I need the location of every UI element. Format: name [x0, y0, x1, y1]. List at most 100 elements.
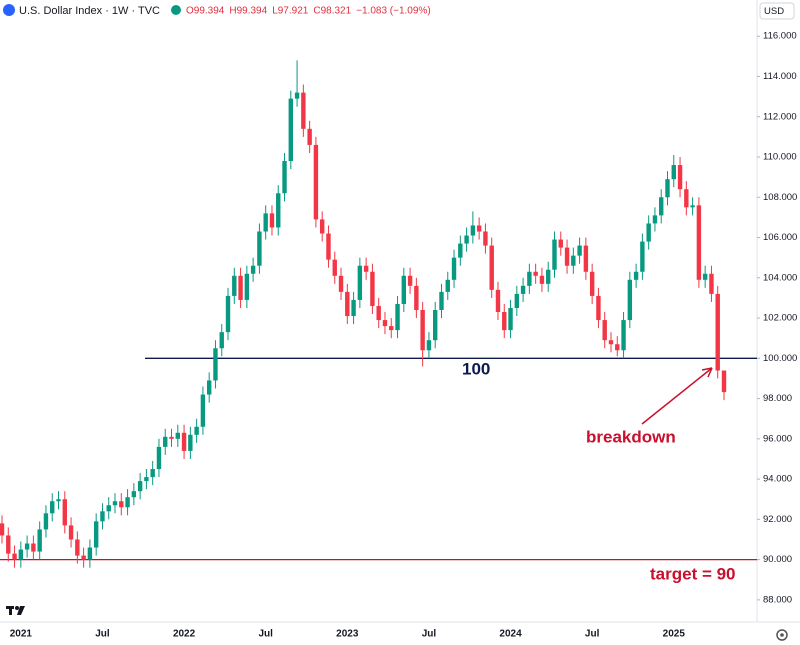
candle-body — [206, 380, 212, 395]
candle-body — [589, 271, 595, 296]
candle-body — [50, 501, 55, 514]
candle-body — [263, 213, 268, 232]
candle-body — [219, 332, 224, 349]
candle-body — [621, 320, 626, 351]
candle-body — [156, 446, 162, 470]
candle-body — [131, 491, 137, 498]
candle-body — [125, 497, 130, 508]
candle-body — [602, 320, 607, 341]
candle-body — [659, 197, 664, 216]
candle-body — [188, 434, 193, 451]
x-tick-label: Jul — [585, 629, 600, 640]
ohlc-legend: O99.394 H99.394 L97.921 C98.321 −1.083 (−1.0… — [186, 6, 431, 17]
chart-title: U.S. Dollar Index · 1W · TVC — [19, 5, 160, 17]
candle-body — [527, 271, 532, 286]
target-label: target = 90 — [650, 564, 736, 583]
y-tick-label: 104.000 — [763, 272, 797, 283]
candle-body — [558, 239, 563, 248]
candle-body — [106, 505, 111, 512]
currency-label[interactable]: USD — [764, 6, 784, 17]
candle-body — [351, 299, 356, 317]
candle-body — [533, 271, 538, 276]
x-tick-label: 2025 — [663, 629, 686, 640]
level-label: 100 — [462, 359, 490, 378]
x-tick-label: 2021 — [10, 629, 33, 640]
candle-body — [225, 295, 231, 333]
candle-body — [721, 370, 727, 393]
candle-body — [307, 128, 312, 145]
candle-body — [338, 275, 344, 292]
candle-body — [319, 219, 325, 234]
candle-body — [294, 92, 300, 99]
candle-body — [150, 469, 155, 478]
y-tick-label: 106.000 — [763, 232, 797, 243]
candle-body — [326, 233, 331, 260]
candle-body — [163, 436, 168, 447]
candle-body — [514, 293, 520, 308]
y-tick-label: 98.000 — [763, 393, 792, 404]
candle-body — [357, 265, 363, 300]
candle-body — [389, 326, 394, 331]
candle-body — [420, 310, 425, 351]
candle-body — [652, 215, 658, 224]
x-tick-label: Jul — [258, 629, 273, 640]
candle-body — [665, 179, 670, 198]
candle-body — [451, 257, 457, 280]
candle-body — [583, 245, 589, 272]
candle-body — [684, 189, 689, 208]
status-dot — [171, 5, 181, 15]
candle-body — [470, 225, 476, 236]
x-tick-label: Jul — [95, 629, 110, 640]
tv-logo — [6, 606, 25, 615]
candle-body — [546, 269, 551, 284]
candle-body — [715, 293, 720, 371]
currency-box[interactable] — [759, 2, 795, 20]
candle-body — [596, 295, 601, 321]
candle-body — [414, 285, 419, 310]
candle-body — [276, 193, 281, 228]
y-tick-label: 94.000 — [763, 474, 792, 485]
candle-body — [458, 243, 463, 258]
candle-body — [627, 279, 633, 321]
y-tick-label: 88.000 — [763, 594, 792, 605]
ohlc-value: O99.394 — [186, 6, 225, 17]
candle-body — [181, 432, 187, 451]
candle-body — [18, 549, 24, 560]
ohlc-value: H99.394 — [229, 6, 267, 17]
x-tick-label: 2024 — [499, 629, 522, 640]
candle-body — [257, 231, 262, 266]
candle-body — [577, 245, 582, 256]
candle-body — [502, 312, 507, 331]
symbol-icon — [3, 4, 15, 16]
candle-body — [702, 273, 708, 280]
candle-body — [100, 511, 105, 522]
candle-body — [112, 501, 118, 506]
candle-body — [646, 223, 651, 242]
candle-body — [370, 271, 375, 306]
candle-body — [68, 525, 74, 540]
annotation-arrow — [641, 367, 713, 425]
candle-body — [87, 547, 93, 560]
candle-body — [445, 279, 450, 292]
candle-body — [81, 555, 86, 560]
candle-body — [144, 477, 149, 482]
candle-body — [439, 291, 444, 310]
candle-body — [615, 344, 620, 351]
candle-body — [376, 305, 381, 321]
candle-body — [250, 265, 256, 274]
candle-body — [401, 275, 407, 304]
y-tick-label: 112.000 — [763, 111, 797, 122]
settings-icon[interactable] — [776, 629, 788, 641]
candle-body — [169, 436, 174, 439]
candle-body — [200, 394, 206, 427]
candle-body — [6, 535, 11, 554]
candle-body — [37, 529, 42, 552]
candle-body — [395, 303, 400, 331]
candle-body — [332, 259, 337, 276]
candle-body — [426, 340, 432, 351]
candle-body — [363, 265, 369, 272]
candle-body — [194, 426, 199, 435]
candle-body — [709, 273, 714, 294]
candle-body — [282, 161, 287, 194]
